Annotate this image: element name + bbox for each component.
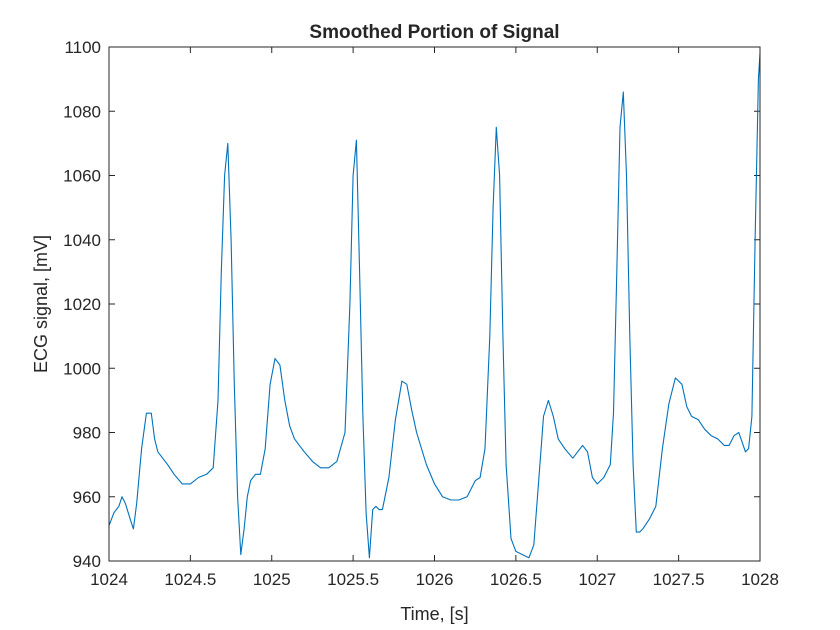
y-tick-label: 1040 [63,231,101,250]
x-tick-label: 1028 [741,570,779,589]
y-tick-label: 960 [73,488,101,507]
x-tick-label: 1027.5 [653,570,705,589]
x-axis-label: Time, [s] [400,604,468,624]
chart-title: Smoothed Portion of Signal [309,22,559,43]
ticks-group: 1024 1024.5 1025 1025.5 1026 1026.5 1027 1027.5… [63,38,779,589]
y-tick-label: 1060 [63,167,101,186]
x-tick-label: 1024.5 [164,570,216,589]
y-tick-label: 1000 [63,359,101,378]
plot-area [109,47,760,561]
y-tick-label: 1080 [63,102,101,121]
y-tick-label: 940 [73,552,101,571]
axes-box [108,46,761,562]
y-axis-label: ECG signal, [mV] [31,235,51,373]
x-tick-label: 1027 [578,570,616,589]
ecg-signal-line [108,53,761,559]
x-tick-label: 1026 [416,570,454,589]
x-tick-label: 1024 [90,570,128,589]
x-tick-label: 1025 [253,570,291,589]
y-tick-label: 1020 [63,295,101,314]
x-tick-label: 1026.5 [490,570,542,589]
y-tick-label: 1100 [64,38,101,57]
y-tick-label: 980 [73,424,101,443]
x-tick-label: 1025.5 [327,570,379,589]
